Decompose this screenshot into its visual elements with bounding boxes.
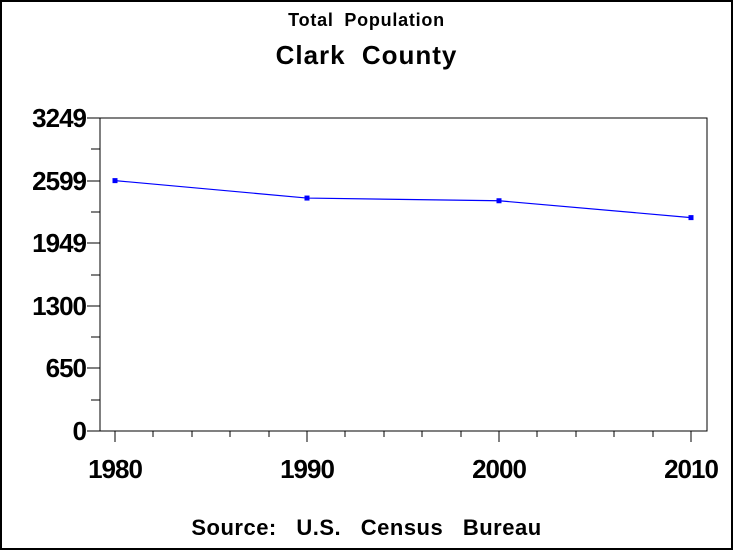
y-tick-label: 1949 <box>32 228 87 258</box>
x-axis-ticks <box>114 431 692 442</box>
chart-title: Total Population <box>288 10 445 30</box>
x-tick-label: 1980 <box>88 454 143 484</box>
y-tick-label: 0 <box>72 416 87 446</box>
y-tick-label: 3249 <box>32 103 87 133</box>
data-point-marker <box>688 215 694 221</box>
axis-frame <box>99 117 708 432</box>
plot-frame <box>99 117 708 432</box>
y-tick-label: 2599 <box>32 166 87 196</box>
y-tick-label: 650 <box>45 353 87 383</box>
x-tick-label: 2010 <box>664 454 719 484</box>
y-axis-ticks <box>87 117 100 432</box>
data-point-marker <box>304 195 310 201</box>
x-tick-label: 1990 <box>280 454 335 484</box>
y-tick-label: 1300 <box>32 291 87 321</box>
population-series <box>112 178 694 221</box>
data-point-marker <box>496 198 502 204</box>
data-point-marker <box>112 178 118 184</box>
trend-line <box>114 180 692 219</box>
source-footnote: Source: U.S. Census Bureau <box>191 515 542 540</box>
x-tick-label: 2000 <box>472 454 527 484</box>
chart-subtitle: Clark County <box>275 40 458 70</box>
